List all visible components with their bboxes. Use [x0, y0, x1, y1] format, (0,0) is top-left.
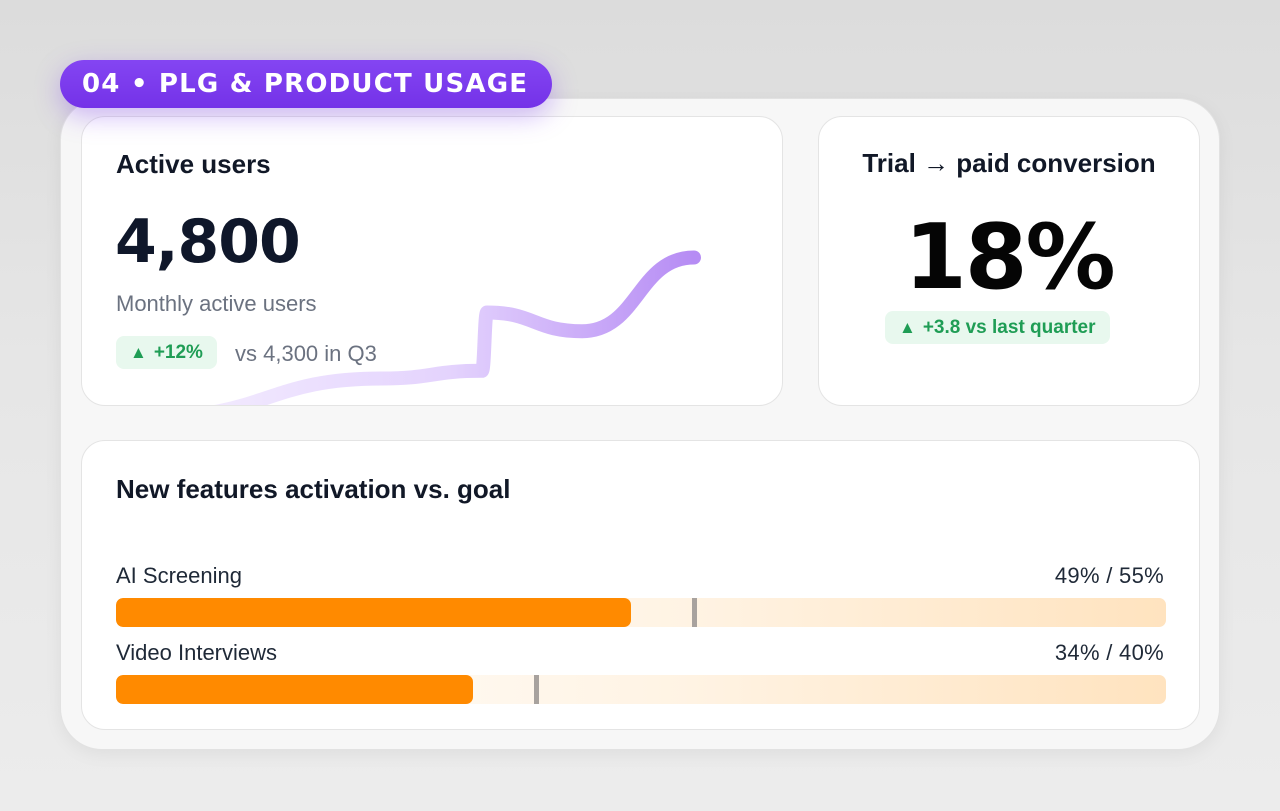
active-users-sparkline [214, 250, 701, 405]
triangle-up-icon: ▲ [130, 343, 147, 362]
feature-progress-track [116, 598, 1166, 627]
feature-name: Video Interviews [116, 640, 278, 665]
features-activation-card: New features activation vs. goal AI Scre… [81, 440, 1200, 730]
active-users-comparison: vs 4,300 in Q3 [235, 341, 377, 366]
feature-row-ai-screening: AI Screening 49% / 55% [116, 563, 1166, 633]
active-users-subtitle: Monthly active users [116, 291, 317, 316]
feature-progress-track [116, 675, 1166, 704]
feature-value: 49% / 55% [1054, 563, 1164, 588]
active-users-title: Active users [116, 149, 271, 179]
feature-value: 34% / 40% [1054, 640, 1164, 665]
active-users-delta-badge: ▲ +12% [116, 336, 217, 369]
triangle-up-icon: ▲ [899, 318, 916, 337]
section-label: 04 • PLG & PRODUCT USAGE [60, 60, 553, 108]
trial-conversion-title: Trial → paid conversion [862, 148, 1156, 178]
active-users-value: 4,800 [115, 207, 301, 277]
trial-conversion-card: Trial → paid conversion 18% ▲ +3.8 vs las… [818, 116, 1200, 406]
active-users-delta: +12% [153, 342, 203, 363]
trial-conversion-delta-badge: ▲ +3.8 vs last quarter [885, 311, 1110, 344]
feature-goal-marker [691, 598, 697, 627]
feature-progress-fill [116, 598, 631, 627]
features-activation-title: New features activation vs. goal [116, 474, 511, 504]
trial-conversion-delta: +3.8 vs last quarter [922, 317, 1096, 338]
feature-row-video-interviews: Video Interviews 34% / 40% [116, 640, 1166, 710]
feature-goal-marker [534, 675, 539, 704]
feature-name: AI Screening [116, 563, 242, 588]
active-users-card: Active users 4,800 Monthly active users … [81, 116, 783, 406]
feature-progress-fill [116, 675, 473, 704]
trial-conversion-value: 18% [904, 205, 1115, 310]
